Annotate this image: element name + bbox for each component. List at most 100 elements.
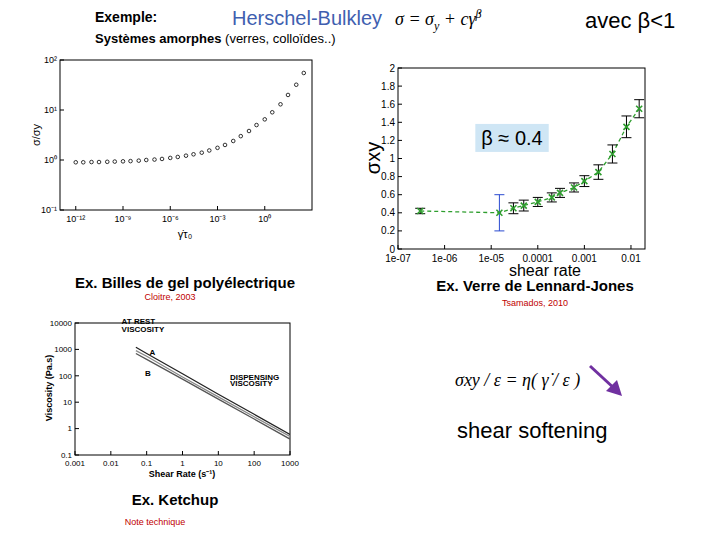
y-tick-label: 1.8 (381, 81, 395, 92)
x-tick (75, 451, 76, 455)
point (97, 160, 101, 164)
y-tick-label: 1.4 (381, 117, 395, 128)
point (160, 157, 164, 161)
y-tick (60, 210, 64, 211)
y-axis-label: σ/σy (30, 123, 42, 146)
x-tick (537, 245, 538, 249)
x-tick (123, 206, 124, 210)
point (294, 83, 298, 87)
series-line (420, 109, 639, 213)
error-bar (533, 197, 543, 206)
x-tick (398, 245, 399, 249)
x-tick (218, 451, 219, 455)
annotation-box (475, 124, 548, 152)
chart: 10⁻¹²10⁻⁹10⁻⁶10⁻³10⁰10⁻¹10⁰10¹10²γ̇τ₀σ/σ… (30, 55, 312, 302)
background (0, 0, 720, 540)
systems-rest: (verres, colloïdes..) (221, 31, 335, 46)
formula-part: σ = σ (395, 9, 435, 29)
error-bar (494, 195, 504, 231)
systems-bold: Systèmes amorphes (95, 31, 221, 46)
x-tick (254, 451, 255, 455)
point (137, 159, 141, 163)
y-tick (75, 323, 79, 324)
x-tick (182, 451, 183, 455)
series-line (136, 353, 290, 439)
x-tick-label: 10⁻³ (209, 214, 225, 224)
example-label: Exemple: (95, 9, 157, 25)
x-tick-label: 1e-07 (385, 253, 411, 264)
point (121, 160, 125, 164)
y-tick (60, 60, 64, 61)
x-tick (290, 451, 291, 455)
error-bar (415, 208, 425, 213)
marks (415, 100, 644, 231)
y-tick (398, 158, 402, 159)
y-tick-label: 1 (389, 153, 395, 164)
y-tick-label: 10² (44, 55, 57, 65)
error-bar (508, 203, 518, 214)
y-tick (398, 194, 402, 195)
marks (74, 71, 306, 164)
slide: Exemple:Herschel-Bulkleyσ = σy + cγ̇βave… (0, 0, 720, 540)
x-tick-label: 1e-06 (432, 253, 458, 264)
y-tick-label: 0.4 (381, 207, 395, 218)
error-bar (519, 200, 529, 211)
point (609, 151, 615, 157)
formula-part: + c (439, 9, 468, 29)
y-tick-label: 0.6 (381, 189, 395, 200)
point (521, 203, 527, 209)
x-tick (217, 206, 218, 210)
x-tick-label: 0.1 (141, 459, 153, 468)
point (144, 158, 148, 162)
x-tick-label: 10⁻¹² (66, 214, 85, 224)
error-bar (621, 116, 631, 138)
source: Note technique (125, 517, 186, 527)
y-tick (75, 428, 79, 429)
series-line (136, 351, 290, 437)
x-axis-label: γ̇τ₀ (178, 228, 192, 240)
y-tick (75, 455, 79, 456)
arrow-head (606, 380, 622, 396)
y-axis-label: σxy (362, 142, 384, 174)
y-tick (398, 86, 402, 87)
point (207, 149, 211, 153)
formula-scaling: σxy / ε = η( γ̇ / ε ) (455, 370, 580, 391)
x-tick-label: 0.001 (65, 459, 86, 468)
chart: 0.0010.010.111010010000.1110100100010000… (44, 317, 299, 527)
x-tick (264, 206, 265, 210)
marks (136, 347, 290, 439)
point (595, 169, 601, 175)
y-tick (398, 104, 402, 105)
y-tick (75, 349, 79, 350)
point (129, 159, 133, 163)
y-tick-label: 10 (63, 398, 72, 407)
point (417, 208, 423, 214)
point (270, 110, 274, 114)
y-tick (398, 68, 402, 69)
point (239, 134, 243, 138)
y-tick (75, 375, 79, 376)
error-bar (569, 183, 579, 192)
point (231, 139, 235, 143)
annotation: β ≈ 0.4 (481, 127, 542, 149)
x-tick (630, 245, 631, 249)
x-tick (146, 451, 147, 455)
source: Cloitre, 2003 (144, 292, 195, 302)
point (302, 71, 306, 75)
plot-frame (75, 323, 290, 455)
caption: Ex. Billes de gel polyélectrique (75, 274, 295, 291)
y-tick-label: 10⁻¹ (41, 205, 57, 215)
y-tick (75, 402, 79, 403)
condition: avec β<1 (585, 8, 675, 33)
point (200, 151, 204, 155)
point (549, 194, 555, 200)
y-tick (398, 230, 402, 231)
point (496, 210, 502, 216)
y-tick (398, 122, 402, 123)
point (153, 158, 157, 162)
point (571, 184, 577, 190)
formula-part: β (474, 7, 481, 21)
point (176, 155, 180, 159)
y-tick (398, 140, 402, 141)
x-tick-label: 10⁰ (258, 214, 271, 224)
